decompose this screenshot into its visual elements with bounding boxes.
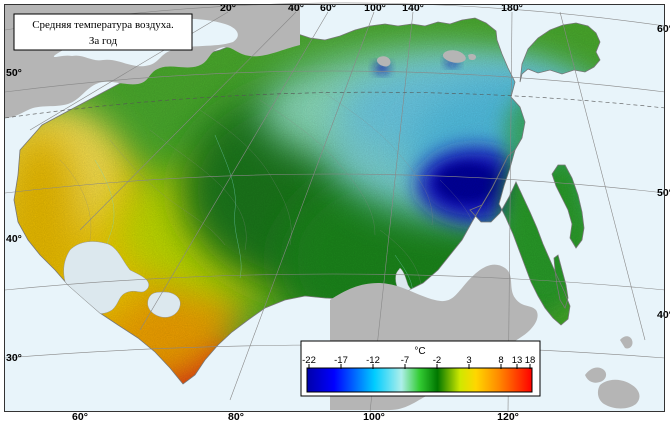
svg-text:60°: 60°: [657, 23, 670, 35]
svg-text:60°: 60°: [72, 411, 88, 422]
svg-text:40°: 40°: [288, 2, 304, 14]
svg-text:40°: 40°: [657, 309, 670, 321]
svg-text:100°: 100°: [364, 2, 386, 14]
svg-text:120°: 120°: [497, 411, 519, 422]
svg-text:°C: °C: [414, 346, 425, 357]
svg-text:100°: 100°: [363, 411, 385, 422]
svg-text:80°: 80°: [228, 411, 244, 422]
svg-text:180°: 180°: [501, 2, 523, 14]
svg-text:20°: 20°: [220, 2, 236, 14]
svg-text:30°: 30°: [6, 352, 22, 364]
svg-text:Средняя температура воздуха.: Средняя температура воздуха.: [32, 19, 174, 31]
svg-text:140°: 140°: [402, 2, 424, 14]
svg-text:40°: 40°: [6, 233, 22, 245]
svg-text:50°: 50°: [6, 67, 22, 79]
svg-text:50°: 50°: [657, 187, 670, 199]
svg-text:За год: За год: [89, 35, 118, 47]
svg-text:60°: 60°: [320, 2, 336, 14]
